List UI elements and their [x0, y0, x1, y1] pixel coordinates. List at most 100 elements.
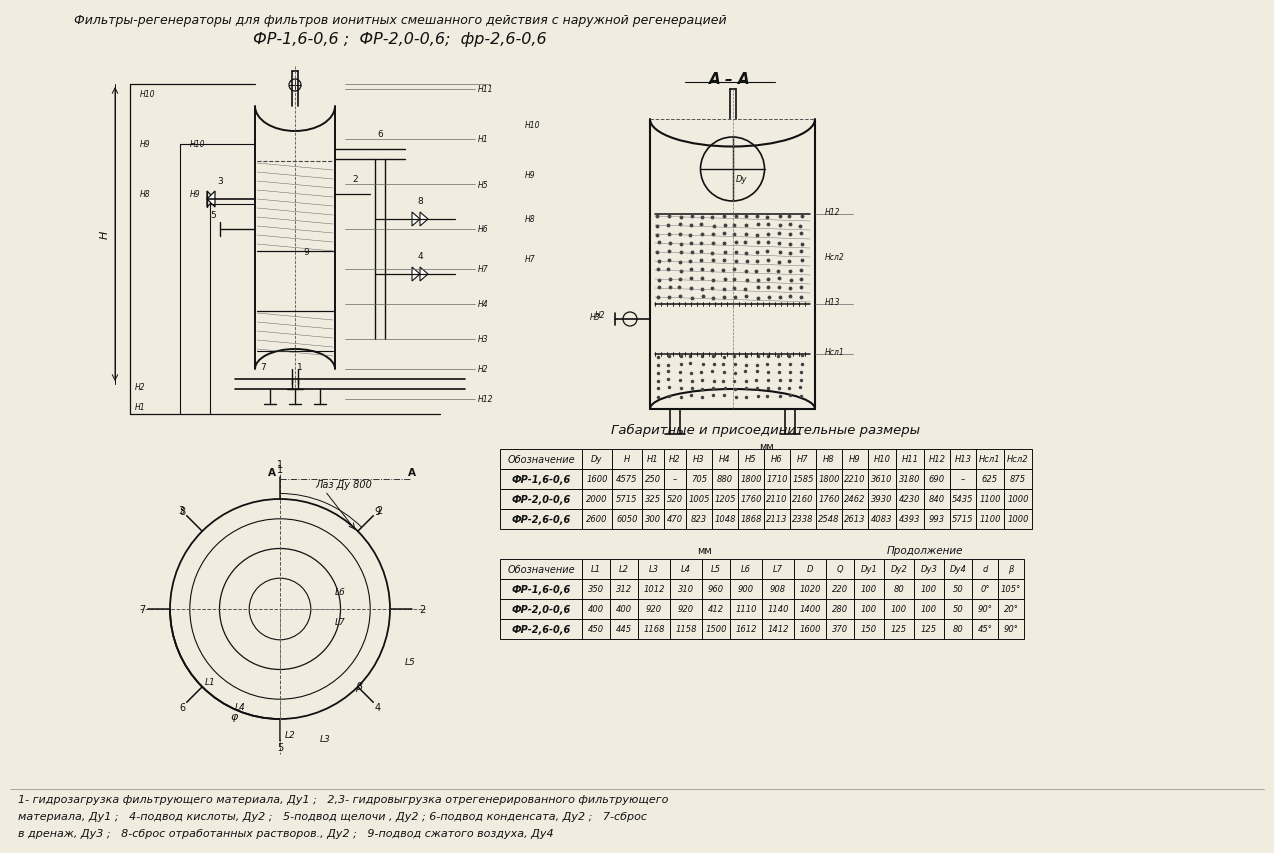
- Text: 6: 6: [180, 702, 186, 711]
- Bar: [730, 619, 762, 639]
- Bar: [950, 509, 976, 530]
- Text: 9: 9: [303, 247, 308, 257]
- Text: H10: H10: [874, 455, 891, 464]
- Text: 90°: 90°: [977, 605, 992, 614]
- Text: А: А: [268, 467, 276, 478]
- Bar: [582, 469, 612, 490]
- Bar: [868, 509, 896, 530]
- Bar: [712, 450, 738, 469]
- Text: 125: 125: [891, 624, 907, 634]
- Text: 450: 450: [587, 624, 604, 634]
- Bar: [913, 600, 944, 619]
- Text: 445: 445: [615, 624, 632, 634]
- Bar: [582, 579, 610, 600]
- Bar: [670, 579, 702, 600]
- Bar: [998, 619, 1024, 639]
- Bar: [712, 469, 738, 490]
- Text: H10: H10: [190, 140, 205, 148]
- Text: Обозначение: Обозначение: [507, 565, 575, 574]
- Bar: [924, 509, 950, 530]
- Text: Q: Q: [837, 565, 843, 574]
- Bar: [854, 619, 884, 639]
- Bar: [712, 490, 738, 509]
- Bar: [499, 600, 582, 619]
- Bar: [794, 579, 826, 600]
- Text: 705: 705: [691, 475, 707, 484]
- Text: H3: H3: [693, 455, 705, 464]
- Text: β: β: [355, 682, 362, 691]
- Bar: [702, 619, 730, 639]
- Text: H9: H9: [140, 140, 150, 148]
- Bar: [582, 450, 612, 469]
- Polygon shape: [206, 192, 215, 208]
- Text: φ: φ: [231, 711, 237, 721]
- Text: H7: H7: [478, 265, 489, 274]
- Text: –: –: [961, 475, 966, 484]
- Bar: [610, 579, 638, 600]
- Bar: [944, 600, 972, 619]
- Text: Лаз Ду 800: Лаз Ду 800: [315, 479, 372, 490]
- Text: L4: L4: [682, 565, 691, 574]
- Bar: [738, 490, 764, 509]
- Text: L5: L5: [711, 565, 721, 574]
- Text: 325: 325: [645, 495, 661, 504]
- Text: 8: 8: [417, 197, 423, 206]
- Bar: [913, 560, 944, 579]
- Text: L7: L7: [335, 618, 345, 626]
- Bar: [1004, 450, 1032, 469]
- Text: 1600: 1600: [799, 624, 820, 634]
- Bar: [944, 619, 972, 639]
- Text: 220: 220: [832, 585, 848, 594]
- Bar: [950, 450, 976, 469]
- Text: 7: 7: [260, 363, 266, 372]
- Text: 8: 8: [180, 507, 186, 517]
- Text: H1: H1: [135, 403, 145, 411]
- Bar: [638, 560, 670, 579]
- Text: 5715: 5715: [617, 495, 638, 504]
- Bar: [610, 560, 638, 579]
- Text: 993: 993: [929, 515, 945, 524]
- Text: L5: L5: [405, 657, 415, 666]
- Bar: [868, 469, 896, 490]
- Text: ФР-2,0-0,6: ФР-2,0-0,6: [511, 495, 571, 504]
- Text: 4230: 4230: [899, 495, 921, 504]
- Text: 690: 690: [929, 475, 945, 484]
- Bar: [976, 450, 1004, 469]
- Bar: [998, 579, 1024, 600]
- Polygon shape: [412, 268, 420, 281]
- Text: 5: 5: [276, 742, 283, 752]
- Bar: [582, 619, 610, 639]
- Text: 2: 2: [419, 604, 426, 614]
- Text: H8: H8: [823, 455, 834, 464]
- Bar: [854, 579, 884, 600]
- Text: 3: 3: [178, 506, 183, 515]
- Bar: [998, 600, 1024, 619]
- Bar: [972, 579, 998, 600]
- Text: 900: 900: [738, 585, 754, 594]
- Bar: [794, 600, 826, 619]
- Text: H: H: [99, 230, 110, 239]
- Text: ФР-2,0-0,6: ФР-2,0-0,6: [511, 604, 571, 614]
- Text: L1: L1: [591, 565, 601, 574]
- Text: 105°: 105°: [1001, 585, 1022, 594]
- Text: H7: H7: [798, 455, 809, 464]
- Text: 2113: 2113: [766, 515, 787, 524]
- Text: H6: H6: [478, 225, 489, 235]
- Text: 310: 310: [678, 585, 694, 594]
- Bar: [764, 469, 790, 490]
- Text: 2: 2: [352, 175, 358, 183]
- Bar: [842, 490, 868, 509]
- Bar: [817, 469, 842, 490]
- Bar: [499, 490, 582, 509]
- Text: H2: H2: [478, 365, 489, 374]
- Bar: [998, 560, 1024, 579]
- Text: 2600: 2600: [586, 515, 608, 524]
- Text: 520: 520: [666, 495, 683, 504]
- Text: 1760: 1760: [818, 495, 840, 504]
- Bar: [868, 490, 896, 509]
- Bar: [730, 579, 762, 600]
- Text: 1005: 1005: [688, 495, 710, 504]
- Text: 50: 50: [953, 605, 963, 614]
- Bar: [976, 509, 1004, 530]
- Bar: [924, 450, 950, 469]
